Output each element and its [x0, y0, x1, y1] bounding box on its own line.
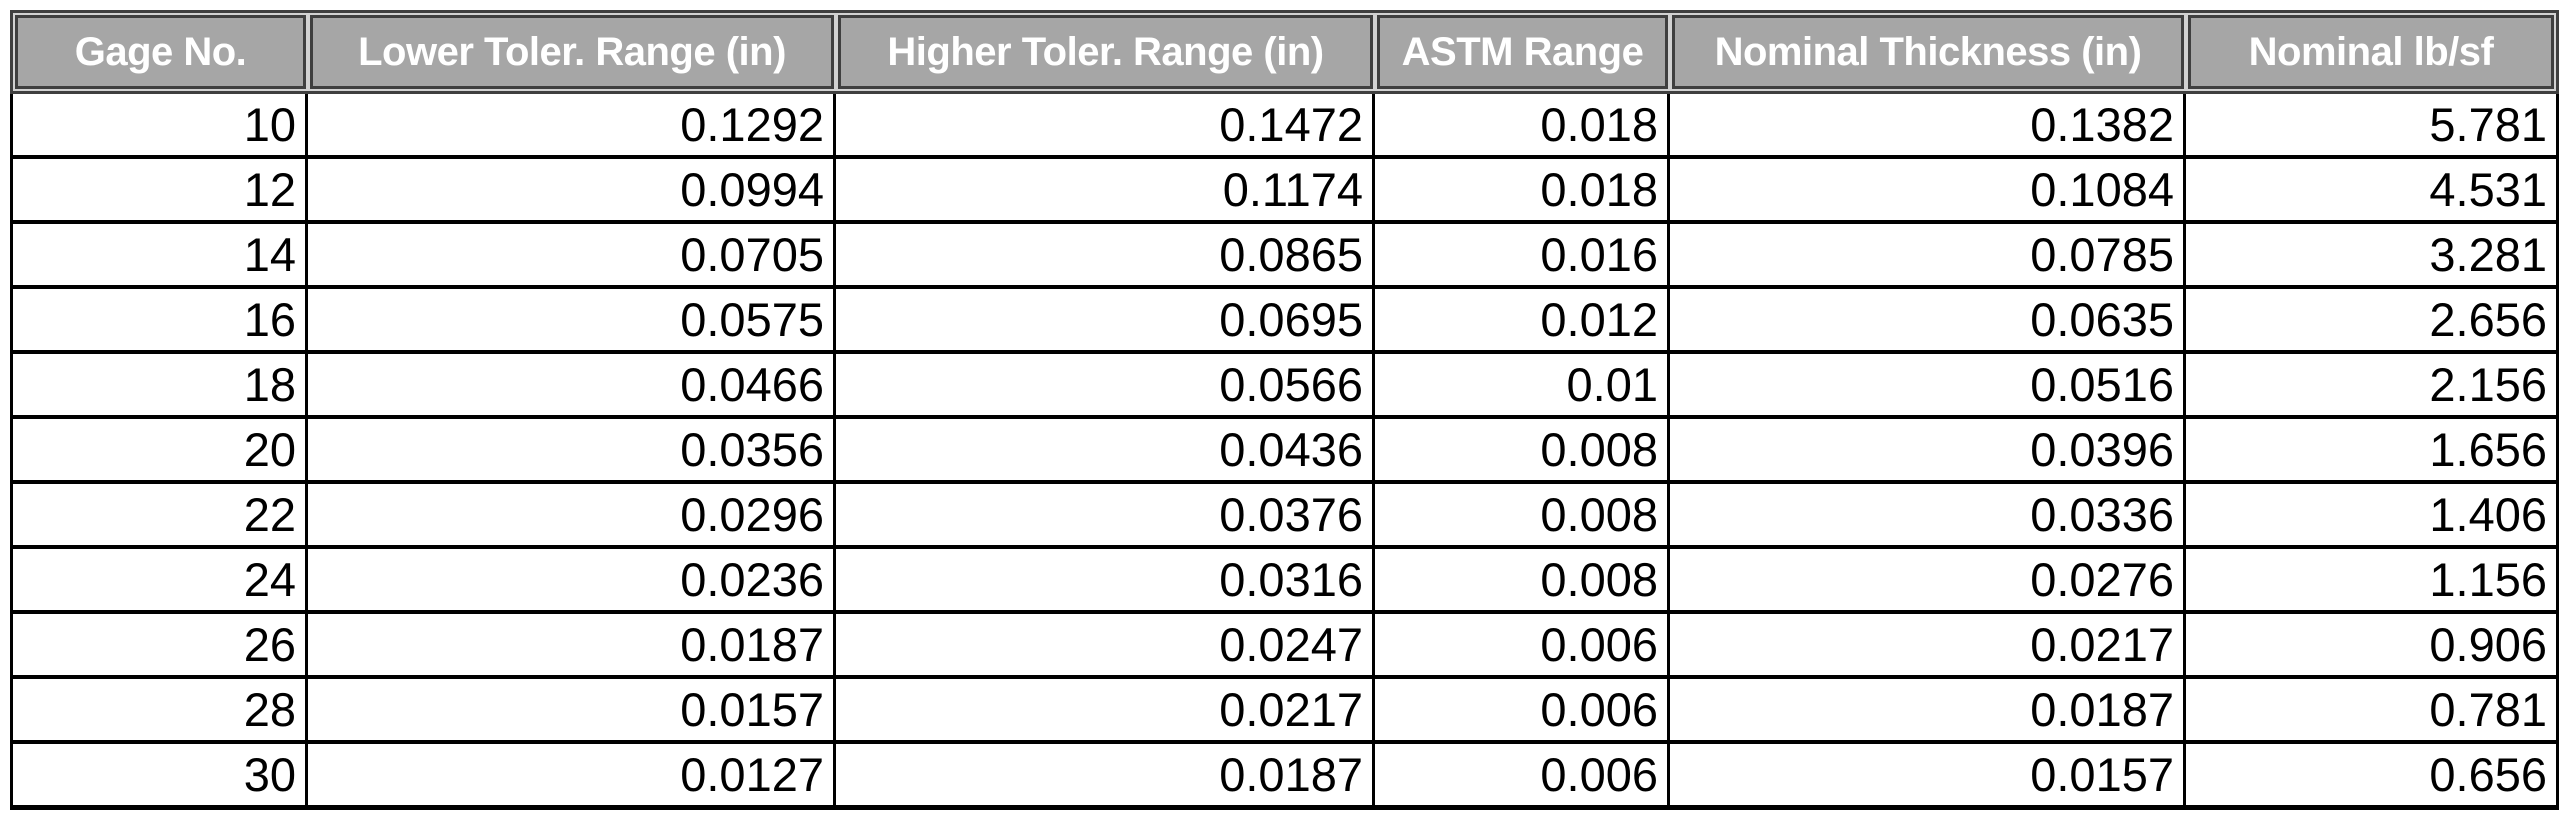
table-row: 10 0.1292 0.1472 0.018 0.1382 5.781: [13, 94, 2556, 159]
table-header-row: Gage No. Lower Toler. Range (in) Higher …: [10, 10, 2559, 94]
table-cell: 0.0276: [1670, 549, 2186, 614]
table-row: 24 0.0236 0.0316 0.008 0.0276 1.156: [13, 549, 2556, 614]
table-cell: 0.0436: [836, 419, 1375, 484]
gage-table: Gage No. Lower Toler. Range (in) Higher …: [10, 10, 2560, 810]
table-cell: 0.0635: [1670, 289, 2186, 354]
table-cell: 0.1174: [836, 159, 1375, 224]
table-cell: 0.018: [1375, 94, 1670, 159]
table-cell: 0.0296: [308, 484, 836, 549]
table-row: 30 0.0127 0.0187 0.006 0.0157 0.656: [13, 744, 2556, 809]
table-cell: 0.781: [2186, 679, 2556, 744]
table-cell: 28: [13, 679, 308, 744]
table-cell: 22: [13, 484, 308, 549]
table-cell: 3.281: [2186, 224, 2556, 289]
table-cell: 0.0516: [1670, 354, 2186, 419]
table-cell: 1.406: [2186, 484, 2556, 549]
table-cell: 0.1472: [836, 94, 1375, 159]
table-cell: 0.0705: [308, 224, 836, 289]
header-nominal-thickness: Nominal Thickness (in): [1672, 15, 2184, 89]
header-higher-toler-range: Higher Toler. Range (in): [838, 15, 1373, 89]
table-row: 16 0.0575 0.0695 0.012 0.0635 2.656: [13, 289, 2556, 354]
table-cell: 0.0316: [836, 549, 1375, 614]
table-cell: 0.1084: [1670, 159, 2186, 224]
table-cell: 0.0575: [308, 289, 836, 354]
table-cell: 0.012: [1375, 289, 1670, 354]
table-row: 12 0.0994 0.1174 0.018 0.1084 4.531: [13, 159, 2556, 224]
table-cell: 2.656: [2186, 289, 2556, 354]
table-cell: 0.0187: [308, 614, 836, 679]
table-cell: 5.781: [2186, 94, 2556, 159]
table-cell: 0.018: [1375, 159, 1670, 224]
table-cell: 0.906: [2186, 614, 2556, 679]
table-row: 14 0.0705 0.0865 0.016 0.0785 3.281: [13, 224, 2556, 289]
table-cell: 0.656: [2186, 744, 2556, 809]
table-cell: 0.01: [1375, 354, 1670, 419]
table-cell: 0.0865: [836, 224, 1375, 289]
table-cell: 0.0187: [836, 744, 1375, 809]
table-cell: 0.1382: [1670, 94, 2186, 159]
table-cell: 18: [13, 354, 308, 419]
table-cell: 0.0157: [308, 679, 836, 744]
table-cell: 16: [13, 289, 308, 354]
table-cell: 0.0466: [308, 354, 836, 419]
table-cell: 0.0376: [836, 484, 1375, 549]
table-cell: 24: [13, 549, 308, 614]
table-cell: 0.0157: [1670, 744, 2186, 809]
table-cell: 1.156: [2186, 549, 2556, 614]
table-cell: 0.008: [1375, 549, 1670, 614]
header-lower-toler-range: Lower Toler. Range (in): [310, 15, 834, 89]
header-nominal-lb-sf: Nominal lb/sf: [2188, 15, 2554, 89]
table-row: 26 0.0187 0.0247 0.006 0.0217 0.906: [13, 614, 2556, 679]
table-cell: 0.0127: [308, 744, 836, 809]
table-cell: 4.531: [2186, 159, 2556, 224]
table-cell: 0.006: [1375, 744, 1670, 809]
table-cell: 0.0566: [836, 354, 1375, 419]
table-cell: 0.006: [1375, 679, 1670, 744]
table-cell: 12: [13, 159, 308, 224]
table-cell: 20: [13, 419, 308, 484]
table-cell: 30: [13, 744, 308, 809]
table-cell: 0.0187: [1670, 679, 2186, 744]
table-cell: 0.1292: [308, 94, 836, 159]
table-cell: 2.156: [2186, 354, 2556, 419]
table-cell: 0.0336: [1670, 484, 2186, 549]
table-row: 22 0.0296 0.0376 0.008 0.0336 1.406: [13, 484, 2556, 549]
table-cell: 0.0785: [1670, 224, 2186, 289]
table-cell: 0.0217: [836, 679, 1375, 744]
table-body: 10 0.1292 0.1472 0.018 0.1382 5.781 12 0.0994 0.…: [10, 94, 2559, 810]
table-cell: 0.008: [1375, 419, 1670, 484]
header-gage-no: Gage No.: [15, 15, 306, 89]
table-cell: 0.0236: [308, 549, 836, 614]
header-astm-range: ASTM Range: [1377, 15, 1668, 89]
table-cell: 0.0994: [308, 159, 836, 224]
table-cell: 0.0247: [836, 614, 1375, 679]
table-cell: 0.006: [1375, 614, 1670, 679]
table-cell: 0.0356: [308, 419, 836, 484]
table-row: 18 0.0466 0.0566 0.01 0.0516 2.156: [13, 354, 2556, 419]
table-cell: 1.656: [2186, 419, 2556, 484]
table-cell: 0.008: [1375, 484, 1670, 549]
table-cell: 0.0396: [1670, 419, 2186, 484]
table-cell: 10: [13, 94, 308, 159]
table-row: 28 0.0157 0.0217 0.006 0.0187 0.781: [13, 679, 2556, 744]
table-cell: 0.0217: [1670, 614, 2186, 679]
table-row: 20 0.0356 0.0436 0.008 0.0396 1.656: [13, 419, 2556, 484]
table-cell: 0.016: [1375, 224, 1670, 289]
table-cell: 26: [13, 614, 308, 679]
table-cell: 0.0695: [836, 289, 1375, 354]
table-cell: 14: [13, 224, 308, 289]
